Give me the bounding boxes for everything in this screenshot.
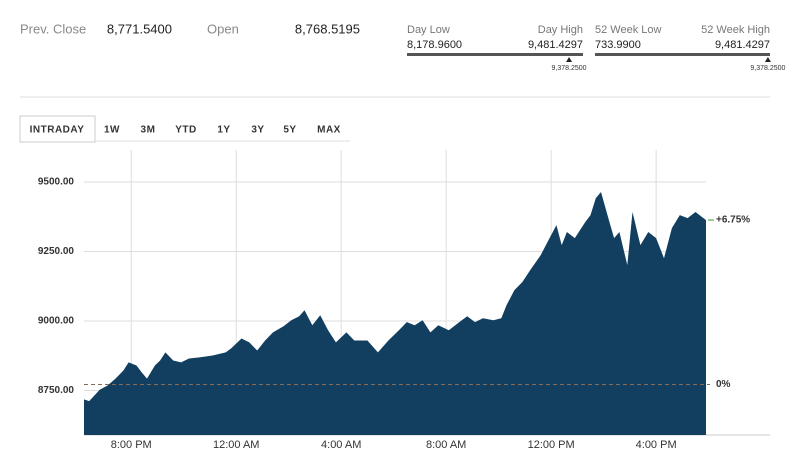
x-tick-label: 4:00 AM (321, 439, 361, 451)
stat-value: 8,768.5195 (295, 21, 360, 36)
range-value: 733.9900 (595, 39, 641, 51)
tab[interactable]: YTD (175, 125, 197, 136)
tab[interactable]: 3Y (251, 125, 264, 136)
stat-value: 8,771.5400 (107, 21, 172, 36)
area (84, 192, 706, 435)
range-bar (595, 53, 770, 56)
y-tick-label: 9250.00 (38, 246, 75, 257)
x-tick-label: 12:00 PM (528, 439, 575, 451)
range-label: 52 Week High (701, 24, 770, 36)
range-label: Day High (538, 24, 583, 36)
range-label: 52 Week Low (595, 24, 662, 36)
range-value: 9,481.4297 (715, 39, 770, 51)
tab[interactable]: MAX (317, 125, 341, 136)
tab[interactable]: 5Y (283, 125, 296, 136)
stat-label: Prev. Close (20, 21, 86, 36)
baseline-label: 0% (716, 379, 731, 390)
range-marker (764, 57, 771, 62)
range-bar (407, 53, 583, 56)
tab[interactable]: INTRADAY (30, 125, 85, 136)
range-label: Day Low (407, 24, 450, 36)
range-value: 8,178.9600 (407, 39, 462, 51)
tab[interactable]: 3M (141, 125, 156, 136)
stat-label: Open (207, 21, 239, 36)
change-label: +6.75% (716, 215, 750, 226)
x-tick-label: 8:00 AM (426, 439, 466, 451)
x-tick-label: 4:00 PM (636, 439, 677, 451)
active-tab[interactable] (19, 115, 96, 143)
range-marker (566, 57, 573, 62)
y-tick-label: 9000.00 (38, 316, 75, 327)
x-tick-label: 12:00 AM (213, 439, 259, 451)
tab[interactable]: 1W (104, 125, 120, 136)
range-value: 9,481.4297 (528, 39, 583, 51)
range-current: 9,378.2500 (750, 65, 785, 72)
tab[interactable]: 1Y (217, 125, 230, 136)
x-tick-label: 8:00 PM (111, 439, 152, 451)
y-tick-label: 9500.00 (38, 177, 75, 188)
range-current: 9,378.2500 (552, 65, 587, 72)
y-tick-label: 8750.00 (38, 385, 75, 396)
